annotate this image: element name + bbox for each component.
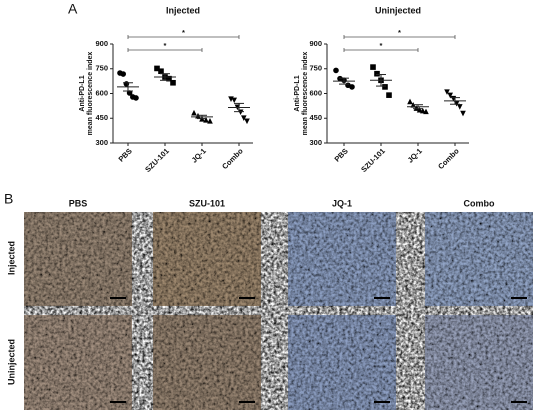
- row-header: Injected: [6, 241, 16, 275]
- micrograph: [153, 212, 261, 306]
- x-tick-label: Combo: [220, 146, 245, 171]
- chart-title: Uninjected: [375, 5, 421, 15]
- scale-bars: [110, 297, 527, 403]
- micrographs: [24, 212, 533, 410]
- column-header: Combo: [464, 198, 495, 208]
- data-point: [374, 70, 380, 77]
- y-axis-label: Anti-PD-L1: [79, 75, 86, 111]
- data-point: [370, 64, 376, 70]
- data-point: [120, 71, 126, 77]
- micrograph: [425, 212, 533, 306]
- data-point: [333, 67, 339, 74]
- panel-label: A: [68, 1, 78, 17]
- data-point: [349, 84, 355, 90]
- data-point: [126, 90, 133, 96]
- y-tick-label: 750: [95, 64, 108, 73]
- y-tick-label: 600: [95, 88, 108, 97]
- y-tick-label: 600: [309, 88, 322, 97]
- y-tick-label: 300: [309, 138, 322, 147]
- data-point: [133, 95, 139, 101]
- data-point: [386, 92, 392, 98]
- data-point: [158, 68, 164, 75]
- data-point: [382, 84, 388, 90]
- data-point: [207, 117, 213, 124]
- data-point: [460, 110, 466, 117]
- panel-label: B: [4, 191, 13, 207]
- micrograph: [24, 212, 132, 306]
- micrograph: [288, 212, 396, 306]
- data-point: [444, 89, 450, 95]
- micrograph: [288, 315, 396, 410]
- data-point: [170, 79, 176, 86]
- data-point: [416, 106, 423, 113]
- significance-label: *: [182, 28, 185, 37]
- y-tick-label: 300: [95, 138, 108, 147]
- data-point: [423, 108, 429, 115]
- data-point: [413, 105, 420, 111]
- x-tick-label: JQ-1: [406, 146, 424, 164]
- micrograph: [425, 315, 533, 410]
- data-point: [457, 104, 463, 110]
- x-tick-label: SZU-101: [143, 146, 171, 174]
- data-point: [231, 97, 237, 104]
- data-point: [241, 115, 247, 121]
- y-axis-label: Anti-PD-L1: [294, 75, 301, 111]
- y-tick-label: 450: [95, 113, 108, 122]
- data-point: [407, 98, 413, 105]
- data-point: [447, 92, 453, 99]
- y-axis-label: mean fluorescence index: [87, 52, 94, 136]
- x-tick-label: PBS: [333, 146, 350, 163]
- column-header: JQ-1: [332, 198, 352, 208]
- micrograph: [153, 315, 261, 410]
- column-header: PBS: [69, 198, 88, 208]
- y-tick-label: 450: [309, 113, 322, 122]
- x-tick-label: SZU-101: [359, 146, 387, 174]
- y-tick-label: 900: [309, 39, 322, 48]
- y-tick-label: 750: [309, 64, 322, 73]
- x-tick-label: JQ-1: [190, 146, 208, 164]
- data-point: [166, 75, 172, 82]
- significance-label: *: [164, 41, 167, 50]
- data-point: [154, 65, 160, 72]
- row-header: Uninjected: [6, 339, 16, 385]
- data-point: [191, 109, 197, 116]
- significance-label: *: [380, 41, 383, 50]
- data-point: [244, 118, 250, 125]
- x-tick-label: Combo: [436, 146, 461, 171]
- x-tick-label: PBS: [117, 146, 134, 163]
- data-point: [203, 116, 209, 123]
- column-header: SZU-101: [189, 198, 225, 208]
- y-tick-label: 900: [95, 39, 108, 48]
- chart-title: Injected: [166, 5, 200, 15]
- y-axis-label: mean fluorescence index: [302, 52, 309, 136]
- data-point: [420, 107, 426, 114]
- significance-label: *: [398, 28, 401, 37]
- micrograph: [24, 315, 132, 410]
